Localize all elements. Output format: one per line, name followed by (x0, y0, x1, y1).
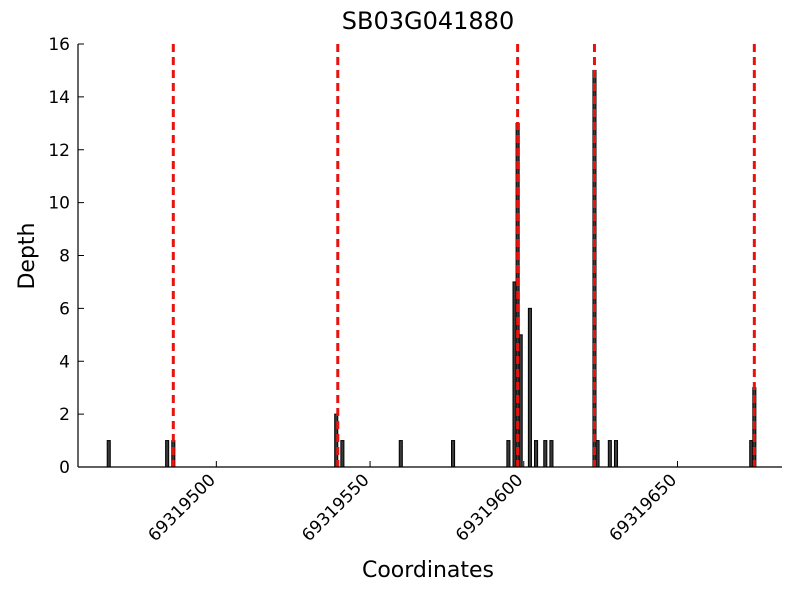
y-tick-label: 10 (48, 194, 70, 214)
y-tick-label: 12 (48, 141, 70, 161)
y-tick-label: 0 (59, 458, 70, 478)
bar (398, 440, 403, 468)
y-tick-label: 4 (59, 352, 70, 372)
bar (607, 440, 612, 468)
y-tick-label: 2 (59, 405, 70, 425)
x-tick-label: 69319550 (298, 470, 373, 545)
bar (340, 440, 345, 468)
y-tick-label: 6 (59, 299, 70, 319)
bar (595, 440, 600, 468)
y-tick-label: 8 (59, 247, 70, 267)
bar (534, 440, 539, 468)
bar (165, 440, 170, 468)
x-tick-label: 69319650 (606, 470, 681, 545)
bar (451, 440, 456, 468)
y-tick-label: 14 (48, 88, 70, 108)
bar (506, 440, 511, 468)
y-axis-label: Depth (15, 222, 40, 289)
bar (543, 440, 548, 468)
bar (549, 440, 554, 468)
bar (106, 440, 111, 468)
chart-title: SB03G041880 (342, 7, 514, 35)
bar (613, 440, 619, 468)
y-tick-label: 16 (48, 35, 70, 55)
bar (518, 334, 523, 468)
bar (527, 307, 532, 468)
x-tick-label: 69319500 (145, 470, 220, 545)
x-tick-label: 69319600 (452, 470, 527, 545)
x-axis-label: Coordinates (362, 558, 494, 583)
